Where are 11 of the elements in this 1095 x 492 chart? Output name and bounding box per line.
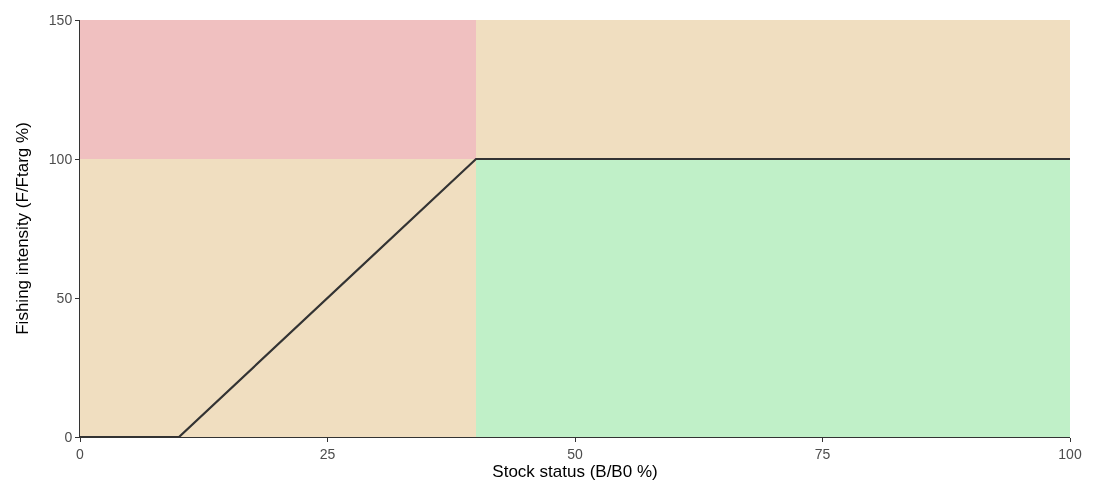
- y-tick-label: 0: [64, 428, 73, 445]
- x-tick-label: 100: [1058, 445, 1082, 462]
- x-tick-label: 75: [814, 445, 831, 462]
- y-tick-label: 50: [56, 289, 73, 306]
- x-tick-label: 50: [567, 445, 583, 462]
- y-axis-title: Fishing intensity (F/Ftarg %): [13, 122, 33, 335]
- y-tick-label: 150: [48, 11, 73, 28]
- y-tick-label: 100: [48, 150, 73, 167]
- x-axis-title: Stock status (B/B0 %): [492, 462, 658, 482]
- x-tick-label: 25: [319, 445, 336, 462]
- x-tick-label: 0: [76, 445, 85, 462]
